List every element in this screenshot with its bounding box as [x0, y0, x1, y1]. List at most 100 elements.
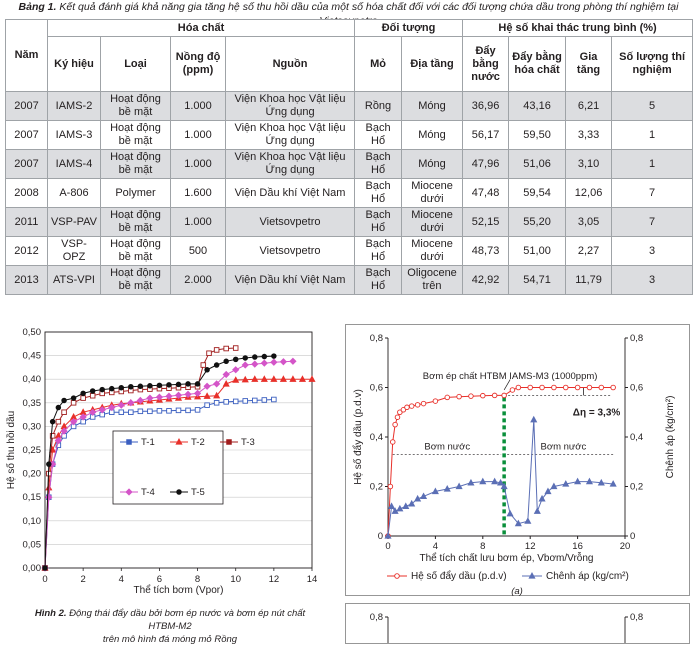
data-point [289, 375, 297, 382]
cell-increase: 6,21 [565, 91, 613, 121]
results-table: Năm Hóa chất Đối tượng Hệ số khai thác t… [5, 19, 694, 295]
cell-symbol: IAMS-2 [47, 91, 101, 121]
data-point [108, 385, 115, 392]
data-point [251, 375, 259, 382]
data-point [574, 384, 581, 391]
data-point [156, 408, 163, 414]
data-point [500, 482, 508, 490]
header-chemflood: Đẩy bằng hóa chất [508, 36, 567, 92]
header-chemical: Hóa chất [46, 19, 356, 37]
data-point [392, 421, 398, 428]
data-point [118, 409, 125, 415]
cell-source: Viện Khoa học Vật liệu Ứng dụng [224, 91, 356, 121]
data-point [467, 478, 475, 486]
data-point [223, 399, 229, 405]
cell-source: Viện Khoa học Vật liệu Ứng dụng [224, 149, 356, 179]
cell-chemflood: 59,50 [508, 120, 567, 150]
cell-symbol: VSP-OPZ [47, 236, 101, 266]
data-point [206, 350, 212, 356]
data-point [166, 408, 172, 414]
data-point [98, 406, 106, 414]
water-right-label: Bơm nước [541, 441, 587, 452]
data-point [213, 400, 220, 406]
chart-subtitle: (a) [511, 586, 523, 597]
y-tick-label: 0,25 [23, 445, 42, 456]
data-point [80, 390, 86, 397]
cell-year: 2007 [5, 91, 48, 121]
y2-tick-label: 0,8 [630, 612, 643, 623]
cell-source: Vietsovpetro [224, 236, 356, 266]
recovery-factor-chart: 0,00 0,05 0,10 0,15 0,20 0,25 0,30 0,35 0,40 0,45… [5, 327, 317, 596]
data-point [204, 367, 210, 373]
cell-symbol: IAMS-3 [47, 120, 101, 150]
data-point [60, 427, 68, 435]
data-point [597, 478, 605, 486]
data-point [509, 387, 516, 393]
x-tick-label: 10 [230, 574, 241, 585]
cell-field: Bạch Hổ [354, 207, 403, 237]
cell-conc: 500 [170, 236, 226, 266]
data-point [55, 404, 62, 411]
data-point [391, 507, 399, 514]
displacement-chart: 0 0,2 0,4 0,6 0,8 0 0,2 0,4 0,6 0,8 0 4 8 12 16 20 Thể t… [345, 324, 690, 597]
injection-annotation: Bơm ép chất HTBM IAMS-M3 (1000ppm) [423, 371, 598, 382]
y-tick-label: 0,40 [23, 374, 42, 385]
cell-source: Viện Khoa học Vật liệu Ứng dụng [224, 120, 356, 150]
y2-tick-label: 0,6 [630, 383, 643, 394]
cell-increase: 12,06 [565, 178, 613, 208]
cell-increase: 11,79 [565, 265, 613, 295]
cell-increase: 2,27 [565, 236, 613, 266]
legend-label: Hệ số đẩy dầu (p.d.v) [411, 570, 507, 582]
data-point [574, 477, 582, 485]
cell-water: 47,48 [462, 178, 510, 208]
cell-source: Viện Dầu khí Việt Nam [224, 265, 356, 295]
y-tick-label: 0,05 [23, 539, 42, 550]
data-point [70, 395, 77, 401]
x-tick-label: 0 [42, 574, 47, 585]
legend-marker [175, 438, 183, 445]
cell-strata: Miocene dưới [401, 178, 464, 208]
data-point [480, 392, 486, 399]
data-point [147, 383, 153, 389]
y2-tick-label: 0,2 [630, 482, 643, 493]
table-row: 2008 A-806 Polymer 1.600 Viện Dầu khí Việt N… [5, 178, 694, 208]
data-point [251, 360, 259, 368]
cell-year: 2008 [5, 178, 48, 208]
data-point [586, 384, 593, 391]
data-point [562, 384, 569, 391]
data-point [49, 433, 56, 439]
data-point [419, 492, 428, 500]
y2-tick-label: 0,4 [630, 432, 643, 443]
data-point [539, 384, 545, 391]
data-point [61, 409, 67, 415]
figure2-caption-line1: Động thái đẩy dầu bởi bơm ép nước và bơm… [66, 608, 306, 632]
table-row: 2013 ATS-VPI Hoạt động bề mặt 2.000 Viện Dầu… [5, 265, 694, 295]
cell-symbol: VSP-PAV [47, 207, 101, 237]
data-point [136, 396, 144, 405]
data-point [242, 398, 248, 404]
cell-symbol: ATS-VPI [47, 265, 101, 295]
y2-tick-label: 0,8 [630, 333, 643, 344]
data-point [443, 485, 451, 492]
header-source: Nguồn [224, 36, 356, 92]
data-point [117, 401, 125, 409]
plot-frame [44, 331, 313, 569]
data-point [270, 375, 278, 382]
cell-year: 2007 [5, 120, 48, 150]
data-point [213, 391, 221, 399]
data-point [184, 390, 192, 398]
data-point [271, 353, 277, 359]
data-point [598, 384, 605, 391]
chart-border [345, 324, 690, 596]
header-coefficient: Hệ số khai thác trung bình (%) [462, 19, 694, 37]
header-type: Loại [100, 36, 171, 92]
data-point [55, 418, 62, 425]
data-point [279, 358, 288, 366]
cell-type: Hoạt động bề mặt [100, 149, 171, 179]
cell-count: 3 [611, 265, 694, 295]
data-point [194, 381, 201, 387]
legend-label: T-2 [191, 437, 205, 448]
table-row: 2011 VSP-PAV Hoạt động bề mặt 1.000 Vietsovp… [5, 207, 694, 237]
cell-chemflood: 55,20 [508, 207, 567, 237]
cell-count: 7 [611, 178, 694, 208]
